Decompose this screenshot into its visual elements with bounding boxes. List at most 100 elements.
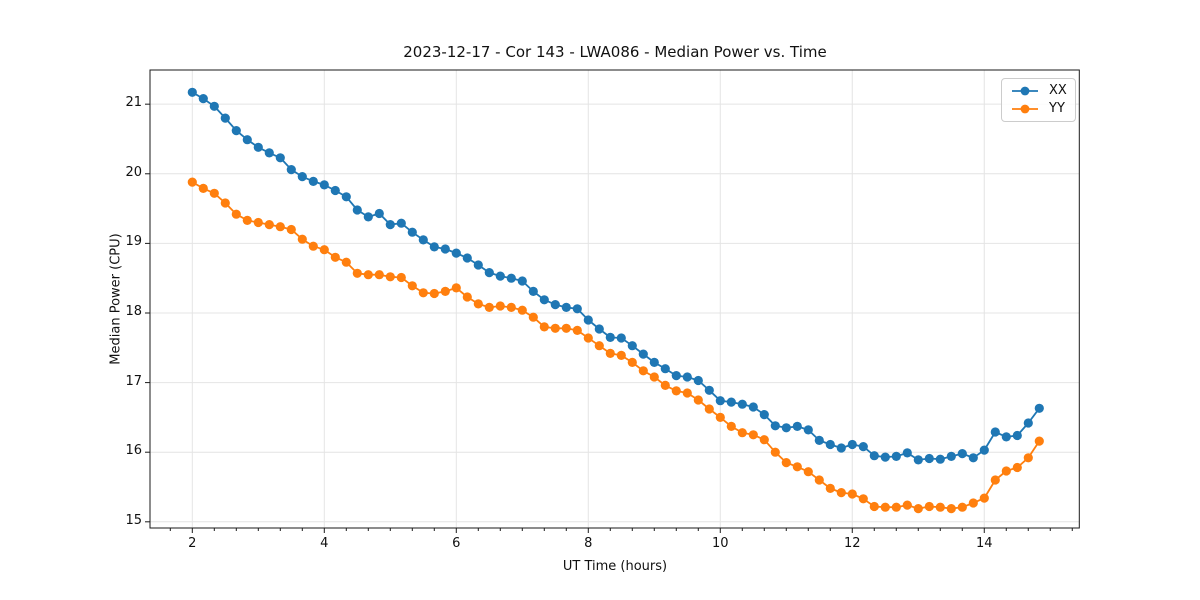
data-marker-YY bbox=[561, 323, 571, 333]
data-marker-XX bbox=[891, 451, 901, 461]
data-marker-XX bbox=[946, 451, 956, 461]
data-marker-XX bbox=[385, 220, 395, 230]
data-marker-XX bbox=[1001, 432, 1011, 442]
data-marker-YY bbox=[803, 467, 813, 477]
data-marker-XX bbox=[550, 300, 560, 310]
data-marker-XX bbox=[979, 445, 989, 455]
data-marker-YY bbox=[968, 498, 978, 508]
data-marker-YY bbox=[231, 209, 241, 219]
data-marker-YY bbox=[715, 412, 725, 422]
data-marker-XX bbox=[429, 242, 439, 252]
data-marker-YY bbox=[363, 270, 373, 280]
data-marker-XX bbox=[759, 410, 769, 420]
data-marker-XX bbox=[968, 453, 978, 463]
data-marker-XX bbox=[264, 148, 274, 158]
data-marker-YY bbox=[187, 177, 197, 187]
data-marker-XX bbox=[726, 397, 736, 407]
legend-item-yy: YY bbox=[1010, 102, 1067, 116]
y-tick-label: 18 bbox=[125, 303, 142, 319]
data-marker-XX bbox=[242, 135, 252, 145]
data-marker-XX bbox=[220, 113, 230, 123]
y-tick-label: 16 bbox=[125, 443, 142, 459]
chart-title: 2023-12-17 - Cor 143 - LWA086 - Median P… bbox=[403, 43, 827, 61]
data-marker-YY bbox=[913, 504, 923, 514]
data-marker-YY bbox=[495, 301, 505, 311]
data-marker-XX bbox=[616, 333, 626, 343]
data-marker-YY bbox=[693, 395, 703, 405]
x-tick-label: 6 bbox=[452, 536, 461, 551]
data-marker-YY bbox=[704, 404, 714, 414]
data-marker-YY bbox=[308, 241, 318, 251]
data-marker-XX bbox=[1012, 430, 1022, 441]
data-marker-XX bbox=[803, 425, 813, 435]
data-marker-YY bbox=[814, 475, 824, 485]
x-tick-label: 2 bbox=[188, 536, 197, 551]
series-line-YY bbox=[191, 181, 1041, 510]
x-tick-label: 10 bbox=[711, 536, 729, 551]
data-marker-YY bbox=[264, 220, 274, 230]
data-marker-XX bbox=[528, 286, 538, 296]
data-marker-XX bbox=[704, 385, 714, 395]
data-marker-YY bbox=[473, 299, 483, 309]
y-tick-label: 15 bbox=[125, 512, 142, 528]
data-marker-YY bbox=[275, 222, 285, 232]
data-marker-YY bbox=[407, 281, 417, 291]
data-marker-YY bbox=[781, 458, 791, 468]
data-marker-XX bbox=[462, 253, 472, 263]
data-marker-XX bbox=[209, 101, 219, 111]
data-marker-YY bbox=[462, 292, 472, 302]
data-marker-YY bbox=[605, 348, 615, 358]
data-marker-YY bbox=[869, 501, 879, 512]
data-marker-XX bbox=[418, 235, 428, 245]
data-marker-YY bbox=[297, 234, 307, 244]
legend: XX YY bbox=[1001, 78, 1076, 122]
data-marker-XX bbox=[990, 427, 1000, 437]
data-marker-YY bbox=[979, 493, 989, 503]
data-marker-XX bbox=[715, 396, 725, 406]
data-marker-XX bbox=[737, 399, 747, 409]
data-marker-YY bbox=[286, 224, 296, 235]
data-marker-XX bbox=[913, 455, 923, 465]
data-marker-YY bbox=[737, 428, 747, 438]
data-marker-YY bbox=[440, 286, 450, 296]
data-marker-XX bbox=[748, 402, 758, 412]
x-tick-label: 12 bbox=[843, 536, 861, 551]
y-tick-label: 17 bbox=[125, 373, 142, 389]
data-marker-XX bbox=[341, 192, 351, 202]
data-marker-XX bbox=[836, 443, 846, 453]
data-marker-XX bbox=[319, 180, 329, 190]
data-marker-XX bbox=[517, 276, 527, 286]
data-marker-YY bbox=[748, 430, 758, 440]
data-marker-XX bbox=[473, 260, 483, 270]
data-marker-YY bbox=[583, 333, 593, 343]
data-marker-YY bbox=[682, 388, 692, 398]
y-tick-label: 19 bbox=[125, 234, 142, 250]
data-marker-XX bbox=[352, 205, 362, 215]
data-marker-YY bbox=[319, 245, 329, 255]
data-marker-XX bbox=[286, 165, 296, 175]
data-marker-YY bbox=[836, 488, 846, 498]
data-marker-YY bbox=[990, 475, 1000, 485]
data-marker-YY bbox=[858, 494, 868, 504]
data-marker-YY bbox=[209, 188, 219, 198]
data-marker-XX bbox=[869, 451, 879, 461]
data-marker-XX bbox=[638, 349, 648, 359]
legend-line-marker-icon bbox=[1012, 104, 1038, 114]
data-marker-YY bbox=[220, 198, 230, 208]
data-marker-XX bbox=[627, 341, 637, 351]
data-marker-XX bbox=[781, 423, 791, 433]
data-marker-YY bbox=[517, 305, 527, 315]
data-marker-XX bbox=[330, 185, 340, 196]
data-marker-XX bbox=[880, 452, 890, 462]
data-marker-YY bbox=[891, 502, 901, 512]
data-marker-XX bbox=[693, 375, 703, 386]
data-marker-XX bbox=[440, 244, 450, 254]
data-marker-XX bbox=[198, 94, 208, 104]
data-marker-XX bbox=[275, 153, 285, 163]
data-marker-XX bbox=[253, 142, 263, 152]
x-tick-label: 14 bbox=[975, 536, 993, 551]
data-marker-YY bbox=[627, 357, 637, 367]
data-marker-YY bbox=[616, 350, 626, 360]
